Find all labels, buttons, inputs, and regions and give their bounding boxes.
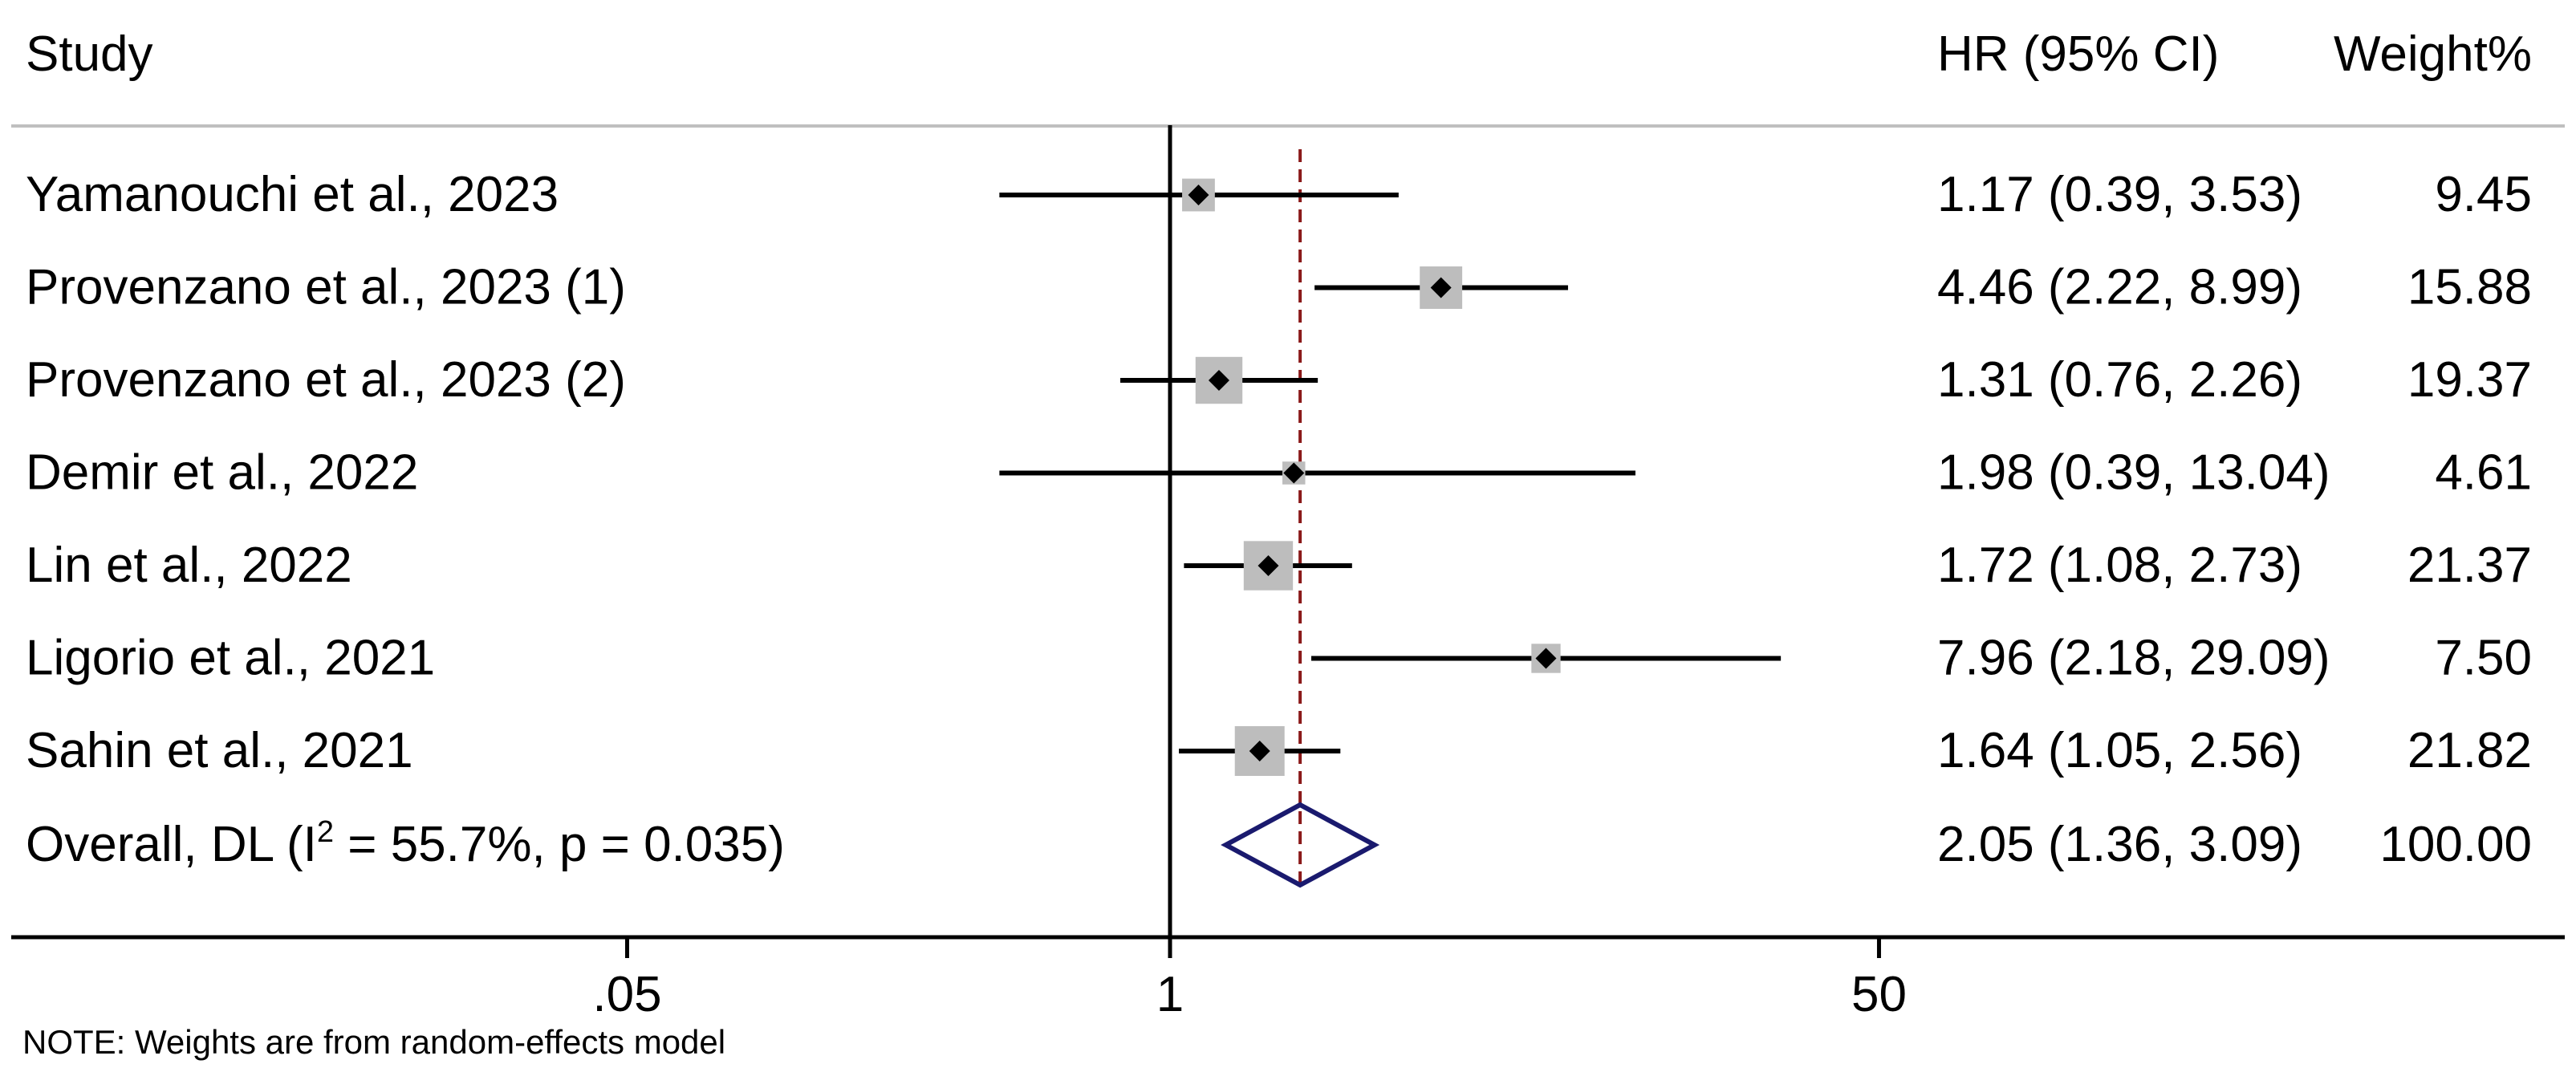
study-ci-text: 4.46 (2.22, 8.99) xyxy=(1937,260,2302,315)
study-weight-text: 9.45 xyxy=(2435,167,2532,222)
point-estimate-marker xyxy=(1258,555,1279,576)
study-weight-text: 21.82 xyxy=(2407,723,2532,778)
point-estimate-marker xyxy=(1208,370,1229,391)
overall-ci-text: 2.05 (1.36, 3.09) xyxy=(1937,817,2302,872)
study-rows: Yamanouchi et al., 2023 1.17 (0.39, 3.53)… xyxy=(26,167,2532,778)
study-name: Provenzano et al., 2023 (1) xyxy=(26,260,626,315)
study-ci-text: 1.72 (1.08, 2.73) xyxy=(1937,538,2302,593)
x-axis: .05 1 50 xyxy=(11,935,2565,1022)
point-estimate-marker xyxy=(1430,277,1452,298)
header-study: Study xyxy=(26,26,153,82)
x-tick-label: 1 xyxy=(1156,967,1184,1022)
study-ci-text: 1.31 (0.76, 2.26) xyxy=(1937,352,2302,408)
header-effect: HR (95% CI) xyxy=(1937,26,2219,82)
study-weight-text: 15.88 xyxy=(2407,260,2532,315)
study-name: Demir et al., 2022 xyxy=(26,445,418,501)
study-weight-text: 7.50 xyxy=(2435,631,2532,686)
study-name: Yamanouchi et al., 2023 xyxy=(26,167,559,222)
study-name: Provenzano et al., 2023 (2) xyxy=(26,352,626,408)
header-weight: Weight% xyxy=(2334,26,2532,82)
overall-label: Overall, DL (I2 = 55.7%, p = 0.035) xyxy=(26,815,785,872)
x-tick-label: 50 xyxy=(1851,967,1907,1022)
overall-label-sup: 2 xyxy=(317,815,334,849)
study-ci-text: 1.98 (0.39, 13.04) xyxy=(1937,445,2330,501)
study-name: Sahin et al., 2021 xyxy=(26,723,413,778)
point-estimate-marker xyxy=(1188,185,1209,205)
study-name: Lin et al., 2022 xyxy=(26,538,352,593)
overall-label-prefix: Overall, DL (I xyxy=(26,817,317,872)
footnote: NOTE: Weights are from random-effects mo… xyxy=(22,1023,725,1061)
plot-marks xyxy=(999,125,1782,937)
study-weight-text: 19.37 xyxy=(2407,352,2532,408)
point-estimate-marker xyxy=(1535,648,1557,669)
point-estimate-marker xyxy=(1283,462,1305,484)
study-weight-text: 21.37 xyxy=(2407,538,2532,593)
study-name: Ligorio et al., 2021 xyxy=(26,631,435,686)
overall-label-suffix: = 55.7%, p = 0.035) xyxy=(334,817,785,872)
x-tick-label: .05 xyxy=(592,967,661,1022)
study-ci-text: 7.96 (2.18, 29.09) xyxy=(1937,631,2330,686)
overall-weight-text: 100.00 xyxy=(2379,817,2532,872)
study-ci-text: 1.17 (0.39, 3.53) xyxy=(1937,167,2302,222)
study-weight-text: 4.61 xyxy=(2435,445,2532,501)
point-estimate-marker xyxy=(1249,741,1270,761)
study-ci-text: 1.64 (1.05, 2.56) xyxy=(1937,723,2302,778)
overall-diamond xyxy=(1221,802,1380,888)
